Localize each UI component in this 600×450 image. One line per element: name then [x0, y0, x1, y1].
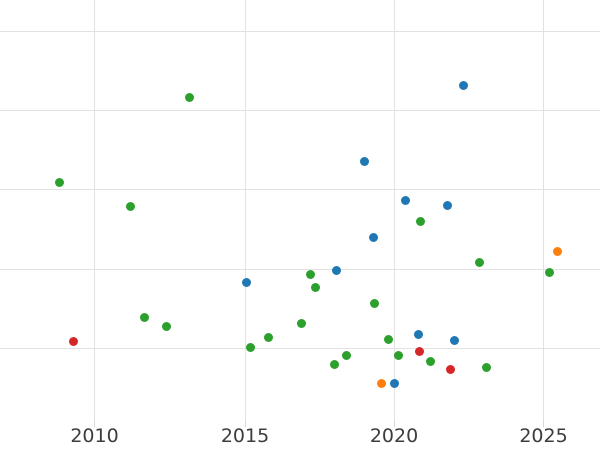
v-gridline	[393, 0, 395, 421]
data-point-green	[369, 299, 379, 308]
data-point-green	[329, 360, 339, 369]
data-point-blue	[242, 277, 251, 287]
x-tick-mark	[244, 421, 246, 427]
x-tick-label: 2020	[369, 425, 419, 447]
data-point-green	[425, 357, 435, 366]
data-point-orange	[377, 379, 386, 389]
data-point-green	[341, 351, 351, 361]
data-point-red	[415, 347, 425, 357]
data-point-green	[54, 177, 64, 187]
data-point-green	[475, 258, 485, 268]
v-gridline	[94, 0, 95, 421]
data-point-blue	[459, 80, 469, 90]
data-point-blue	[390, 378, 400, 388]
data-point-green	[126, 201, 136, 211]
data-point-green	[393, 350, 403, 360]
x-tick-mark	[94, 421, 95, 427]
data-point-orange	[552, 246, 562, 256]
data-point-blue	[331, 265, 341, 275]
data-point-blue	[401, 195, 410, 205]
data-point-blue	[449, 335, 459, 345]
x-tick-label: 2025	[519, 425, 568, 447]
data-point-blue	[368, 233, 378, 242]
data-point-green	[140, 313, 149, 323]
data-point-green	[310, 283, 320, 293]
data-point-green	[245, 342, 255, 352]
data-point-green	[263, 332, 273, 342]
data-point-green	[544, 267, 554, 277]
data-point-green	[296, 318, 306, 328]
data-point-blue	[413, 329, 423, 339]
h-gridline	[0, 268, 600, 270]
data-point-red	[68, 336, 78, 346]
data-point-green	[184, 92, 194, 102]
data-point-green	[383, 334, 393, 344]
x-tick-label: 2010	[70, 425, 119, 447]
x-tick-mark	[543, 421, 544, 427]
data-point-blue	[443, 201, 452, 211]
h-gridline	[0, 189, 600, 191]
v-gridline	[543, 0, 544, 421]
h-gridline	[0, 109, 600, 111]
data-point-blue	[359, 156, 369, 166]
x-tick-label: 2015	[220, 425, 270, 447]
h-gridline	[0, 30, 600, 32]
x-tick-mark	[393, 421, 395, 427]
data-point-red	[446, 364, 456, 374]
h-gridline	[0, 347, 600, 349]
data-point-green	[481, 363, 491, 373]
v-gridline	[244, 0, 246, 421]
data-point-green	[161, 322, 171, 332]
data-point-green	[305, 270, 315, 280]
data-point-green	[415, 216, 425, 226]
